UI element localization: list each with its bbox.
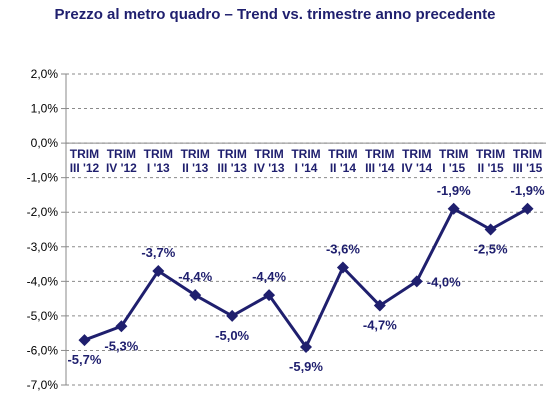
x-category-label: II '13 xyxy=(182,161,209,175)
y-tick-label: -2,0% xyxy=(27,205,59,219)
data-label: -1,9% xyxy=(437,183,471,198)
data-point-marker xyxy=(410,275,423,288)
y-tick-label: -4,0% xyxy=(27,274,59,288)
x-category-label: TRIM xyxy=(217,147,246,161)
y-tick-label: -6,0% xyxy=(27,343,59,357)
data-point-marker xyxy=(263,289,276,302)
x-category-label: TRIM xyxy=(144,147,173,161)
data-label: -4,0% xyxy=(427,274,461,289)
y-tick-label: 1,0% xyxy=(31,102,59,116)
x-category-label: TRIM xyxy=(291,147,320,161)
axes xyxy=(61,73,546,386)
data-label: -4,4% xyxy=(178,269,212,284)
x-category-label: TRIM xyxy=(402,147,431,161)
data-label: -5,9% xyxy=(289,359,323,374)
x-category-label: II '15 xyxy=(478,161,505,175)
data-point-marker xyxy=(447,202,460,215)
x-category-label: I '15 xyxy=(442,161,465,175)
data-point-marker xyxy=(226,309,239,322)
x-category-label: III '12 xyxy=(70,161,100,175)
data-point-marker xyxy=(152,264,165,277)
y-tick-label: 0,0% xyxy=(31,136,59,150)
data-label: -5,3% xyxy=(104,338,138,353)
data-point-marker xyxy=(336,261,349,274)
data-point-marker xyxy=(189,289,202,302)
data-point-marker xyxy=(521,202,534,215)
data-label: -3,6% xyxy=(326,242,360,257)
x-category-label: TRIM xyxy=(107,147,136,161)
x-category-label: TRIM xyxy=(439,147,468,161)
chart-title: Prezzo al metro quadro – Trend vs. trime… xyxy=(54,6,496,23)
x-category-label: TRIM xyxy=(476,147,505,161)
series-line-path xyxy=(83,207,529,349)
data-label: -5,0% xyxy=(215,328,249,343)
data-point-marker xyxy=(484,223,497,236)
data-label: -3,7% xyxy=(141,245,175,260)
x-category-label: TRIM xyxy=(513,147,542,161)
y-tick-labels: 2,0% 1,0% 0,0% -1,0% -2,0% -3,0% -4,0% -5,0% -6,… xyxy=(27,67,59,392)
data-point-marker xyxy=(373,299,386,312)
data-point-marker xyxy=(115,320,128,333)
x-category-label: IV '14 xyxy=(401,161,432,175)
x-category-label: III '13 xyxy=(217,161,247,175)
x-category-label: II '14 xyxy=(330,161,357,175)
data-point-marker xyxy=(78,334,91,347)
x-category-label: I '13 xyxy=(147,161,170,175)
y-tick-label: -3,0% xyxy=(27,240,59,254)
y-tick-label: -5,0% xyxy=(27,309,59,323)
data-label: -5,7% xyxy=(67,352,101,367)
data-label: -1,9% xyxy=(511,183,545,198)
data-label: -4,7% xyxy=(363,318,397,333)
x-category-label: TRIM xyxy=(181,147,210,161)
x-category-label: III '15 xyxy=(513,161,543,175)
data-label: -2,5% xyxy=(474,242,508,257)
x-category-label: IV '13 xyxy=(254,161,285,175)
x-category-label: TRIM xyxy=(254,147,283,161)
x-category-label: TRIM xyxy=(70,147,99,161)
x-category-label: IV '12 xyxy=(106,161,137,175)
data-labels: -5,7%-5,3%-3,7%-4,4%-5,0%-4,4%-5,9%-3,6%… xyxy=(67,183,544,374)
series-line xyxy=(78,202,534,353)
x-category-label: TRIM xyxy=(365,147,394,161)
y-tick-label: 2,0% xyxy=(31,67,59,81)
data-label: -4,4% xyxy=(252,269,286,284)
x-category-label: TRIM xyxy=(328,147,357,161)
y-tick-label: -1,0% xyxy=(27,171,59,185)
data-point-marker xyxy=(300,340,312,353)
x-category-label: III '14 xyxy=(365,161,395,175)
y-tick-label: -7,0% xyxy=(27,378,59,392)
x-category-label: I '14 xyxy=(295,161,318,175)
